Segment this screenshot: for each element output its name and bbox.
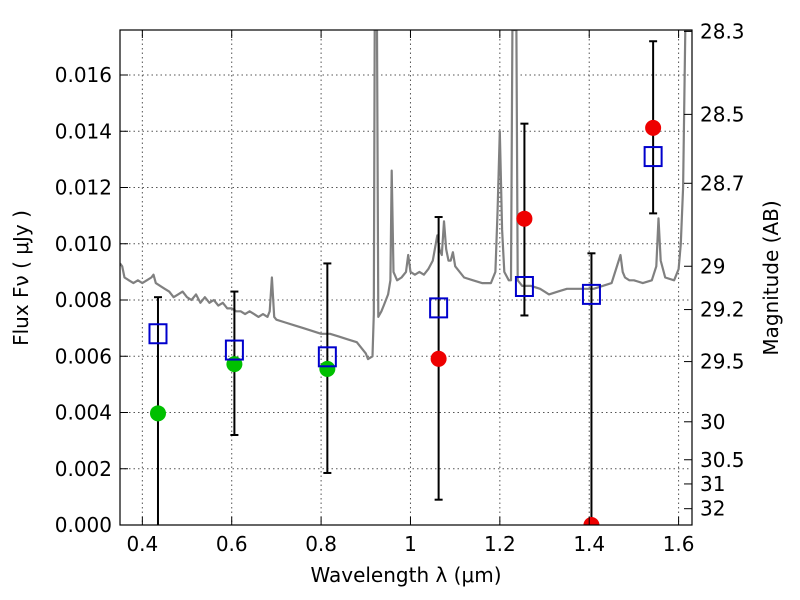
right-tick-label: 29.2 (700, 298, 745, 322)
x-tick-label: 0.8 (305, 532, 337, 556)
y-tick-label: 0.004 (55, 401, 112, 425)
x-tick-label: 0.4 (126, 532, 158, 556)
model-square-point (514, 276, 534, 297)
grid (120, 30, 692, 526)
sed-spectrum (120, 30, 692, 361)
x-tick-label: 1 (404, 532, 417, 556)
sed-line (120, 30, 692, 361)
right-tick-label: 28.5 (700, 102, 745, 126)
x-tick-label: 1.4 (573, 532, 605, 556)
detected-point (149, 405, 166, 422)
detected-point (319, 360, 336, 377)
x-axis-label: Wavelength λ (μm) (310, 563, 501, 587)
y-tick-label: 0.014 (55, 119, 112, 143)
x-tick-label: 1.6 (663, 532, 695, 556)
y-tick-label: 0.012 (55, 176, 112, 200)
y-tick-label: 0.006 (55, 344, 112, 368)
plot-frame (119, 29, 693, 526)
right-tick-label: 29.5 (700, 350, 745, 374)
flux-point (516, 210, 533, 227)
y-tick-label: 0.016 (55, 63, 112, 87)
y-axis-label: Flux Fν ( μJy ) (9, 210, 33, 346)
y-tick-label: 0.000 (55, 513, 112, 537)
model-square-point (581, 283, 601, 305)
model-square-point (429, 297, 449, 319)
x-tick-label: 0.6 (216, 532, 248, 556)
right-tick-label: 30.5 (700, 448, 745, 472)
y-tick-label: 0.008 (55, 288, 112, 312)
axis-ticks: 0.4 0.6 0.8 1 1.2 1.4 1.6 0.000 0.002 0.004 0.006 0… (55, 19, 745, 556)
right-tick-label: 30 (700, 410, 725, 434)
model-square-point (148, 323, 168, 345)
right-tick-label: 29 (700, 254, 725, 278)
right-tick-label: 28.3 (700, 19, 745, 43)
model-square-point (317, 346, 337, 368)
right-tick-label: 31 (700, 472, 725, 496)
flux-point (583, 517, 600, 525)
flux-point (645, 119, 662, 136)
model-square-point (224, 339, 244, 361)
photometry-points (148, 119, 663, 525)
detected-point (226, 356, 243, 373)
x-tick-label: 1.2 (484, 532, 516, 556)
y-tick-label: 0.010 (55, 232, 112, 256)
model-square-point (643, 146, 663, 168)
right-tick-label: 28.7 (700, 171, 745, 195)
y-tick-label: 0.002 (55, 457, 112, 481)
right-tick-label: 32 (700, 497, 725, 521)
flux-point (430, 350, 447, 367)
right-axis-label: Magnitude (AB) (759, 200, 783, 355)
